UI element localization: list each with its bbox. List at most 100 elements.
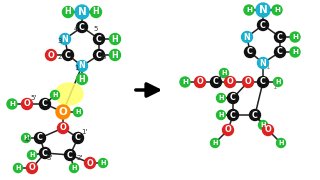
Circle shape	[93, 33, 105, 44]
Circle shape	[250, 109, 260, 120]
Text: H: H	[92, 8, 100, 17]
Circle shape	[275, 46, 285, 57]
Text: O: O	[87, 159, 93, 168]
Circle shape	[228, 109, 238, 120]
Text: O: O	[225, 125, 231, 134]
Text: 1: 1	[265, 64, 269, 70]
Text: H: H	[15, 165, 21, 171]
Circle shape	[51, 91, 60, 100]
Circle shape	[62, 50, 74, 60]
Text: H: H	[260, 122, 266, 128]
Circle shape	[21, 98, 33, 109]
Circle shape	[58, 123, 68, 134]
Circle shape	[258, 76, 268, 87]
Text: H: H	[278, 140, 284, 146]
Circle shape	[76, 73, 87, 84]
Text: 3: 3	[58, 38, 62, 44]
Text: H: H	[246, 7, 252, 13]
Circle shape	[211, 138, 220, 147]
Text: C: C	[260, 78, 266, 87]
Text: H: H	[79, 75, 85, 84]
Text: H: H	[212, 140, 218, 146]
Circle shape	[272, 5, 282, 15]
Text: 2': 2'	[77, 155, 83, 161]
Text: 6: 6	[102, 54, 106, 60]
Text: H: H	[65, 8, 71, 17]
Circle shape	[195, 76, 205, 87]
Text: N: N	[62, 35, 68, 44]
Text: C: C	[230, 111, 236, 120]
Text: O: O	[265, 125, 271, 134]
Circle shape	[217, 111, 226, 120]
Circle shape	[56, 105, 70, 119]
Text: H: H	[75, 109, 81, 115]
Text: C: C	[79, 22, 85, 32]
Circle shape	[275, 31, 285, 42]
Text: C: C	[247, 48, 253, 57]
Text: N: N	[259, 5, 267, 15]
Text: C: C	[260, 21, 266, 30]
Text: O: O	[59, 107, 68, 117]
Circle shape	[211, 76, 221, 87]
Circle shape	[62, 6, 74, 17]
Circle shape	[60, 33, 70, 44]
Circle shape	[45, 50, 57, 60]
Text: 4: 4	[74, 26, 78, 32]
Circle shape	[225, 76, 236, 87]
Text: H: H	[29, 152, 35, 158]
Text: H: H	[292, 34, 298, 40]
Circle shape	[75, 5, 89, 19]
Circle shape	[39, 98, 51, 109]
Text: C: C	[96, 35, 102, 44]
Circle shape	[109, 50, 121, 60]
Text: O: O	[24, 100, 30, 109]
Circle shape	[244, 5, 254, 15]
Circle shape	[93, 50, 105, 60]
Text: H: H	[71, 165, 77, 171]
Circle shape	[65, 150, 76, 161]
Circle shape	[13, 163, 22, 172]
Circle shape	[262, 125, 274, 136]
Text: O: O	[60, 123, 66, 132]
Circle shape	[35, 132, 45, 143]
Text: C: C	[42, 148, 48, 158]
Text: H: H	[112, 35, 118, 44]
Text: H: H	[100, 160, 106, 166]
Circle shape	[109, 33, 121, 44]
Text: H: H	[182, 79, 188, 85]
Circle shape	[290, 47, 300, 57]
Text: C: C	[277, 48, 283, 57]
Text: O: O	[227, 78, 233, 87]
Text: C: C	[213, 78, 219, 87]
Text: C: C	[277, 33, 283, 42]
Circle shape	[244, 46, 255, 57]
Circle shape	[276, 138, 285, 147]
Text: C: C	[65, 51, 71, 60]
Circle shape	[258, 57, 268, 69]
Text: O: O	[28, 163, 36, 172]
Circle shape	[228, 93, 238, 103]
Text: C: C	[42, 100, 48, 109]
Circle shape	[27, 163, 37, 174]
Text: 1': 1'	[81, 129, 87, 135]
Circle shape	[220, 69, 228, 78]
Circle shape	[217, 93, 226, 102]
Text: N: N	[260, 58, 266, 68]
Circle shape	[259, 120, 268, 129]
Text: C: C	[75, 134, 81, 143]
Text: H: H	[292, 49, 298, 55]
Text: H: H	[275, 79, 281, 85]
Text: H: H	[9, 101, 15, 107]
Text: 5: 5	[94, 26, 98, 32]
Circle shape	[180, 77, 190, 87]
Text: N: N	[79, 62, 85, 71]
Text: N: N	[244, 33, 250, 42]
Text: O: O	[48, 51, 54, 60]
Text: H: H	[218, 95, 224, 101]
Text: H: H	[218, 112, 224, 118]
Circle shape	[73, 132, 84, 143]
Circle shape	[74, 107, 83, 116]
Ellipse shape	[55, 83, 83, 105]
Text: C: C	[96, 51, 102, 60]
Text: C: C	[230, 93, 236, 102]
